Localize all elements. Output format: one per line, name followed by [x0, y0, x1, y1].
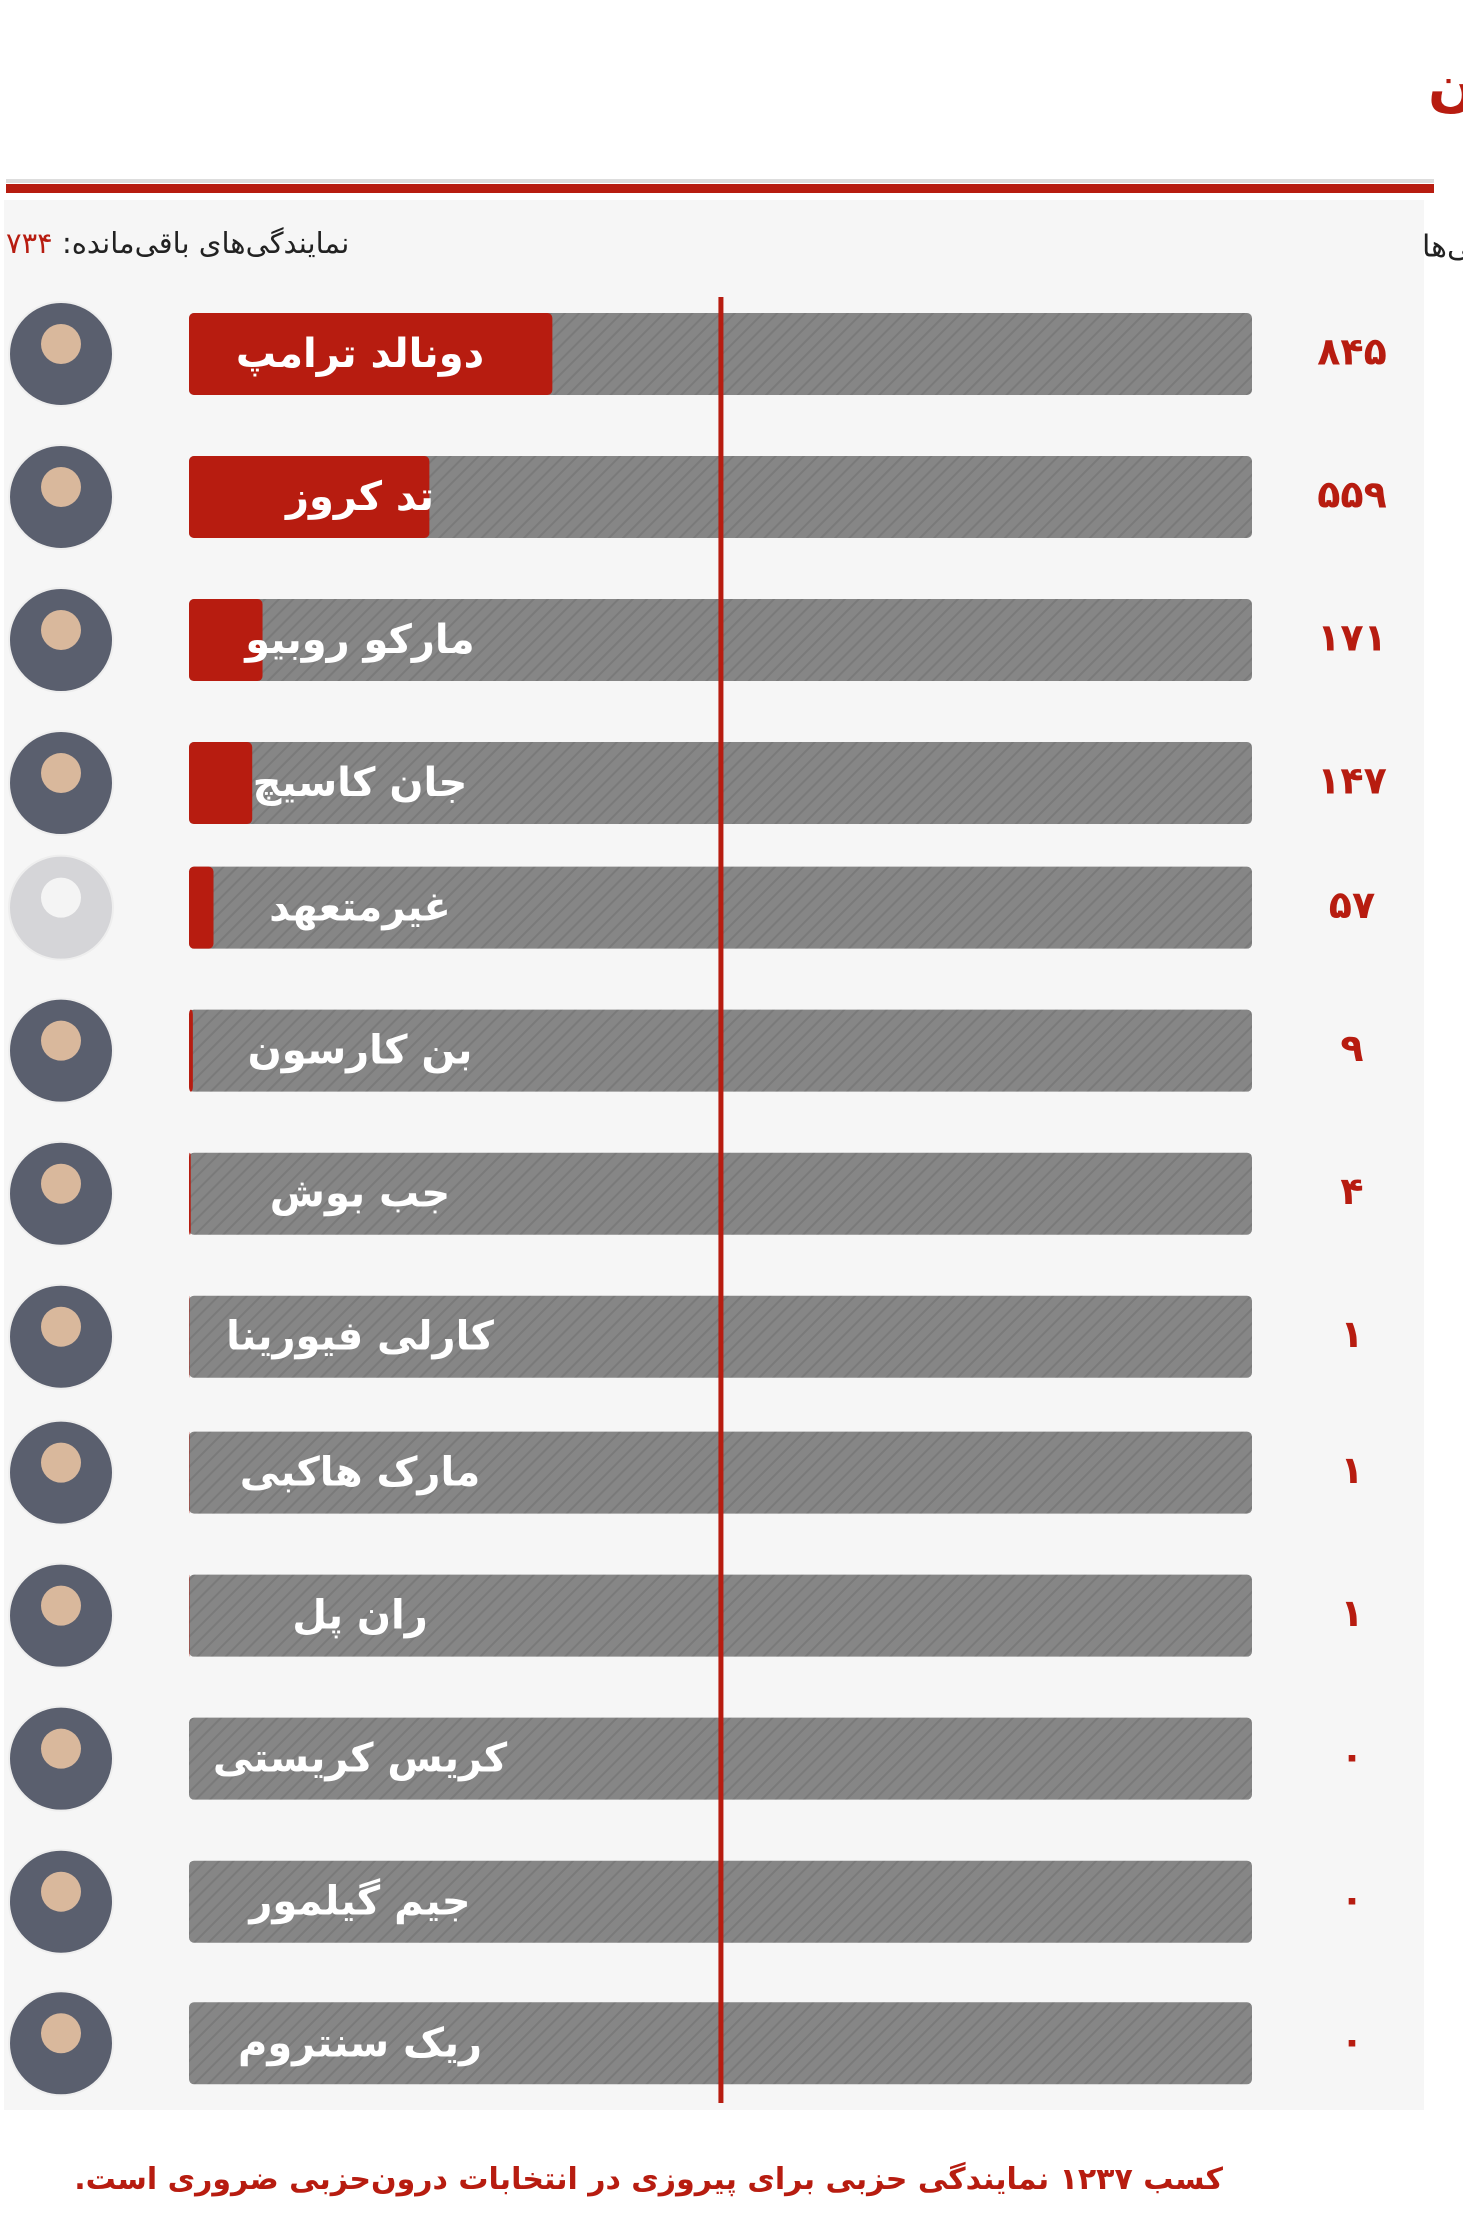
avatar-head — [41, 1871, 81, 1912]
candidate-name: مارک هاکبی — [240, 1450, 481, 1496]
value-label: ۰ — [1340, 2019, 1363, 2063]
chart-title: جمهوری‌خواهان — [1428, 54, 1463, 119]
header-rule — [6, 184, 1434, 193]
avatar-head — [41, 610, 81, 651]
candidate-name: دونالد ترامپ — [236, 331, 484, 377]
value-label: ۹ — [1340, 1026, 1363, 1070]
candidate-name: کارلی فیورینا — [226, 1314, 494, 1360]
bar — [189, 313, 553, 395]
bar — [189, 866, 214, 949]
value-label: ۱۷۱ — [1317, 616, 1387, 660]
candidate-name: ریک سنتروم — [238, 2020, 482, 2066]
candidate-name: غیرمتعهد — [269, 885, 451, 931]
value-label: ۱۴۷ — [1317, 759, 1387, 803]
avatar-head — [41, 877, 81, 918]
value-header: نمایندگی‌ها — [1422, 230, 1463, 265]
candidate-name: مارکو روبیو — [243, 617, 474, 663]
footnote-majority: ۱۲۳۷ — [1059, 2162, 1133, 2197]
bar — [189, 599, 263, 682]
footnote-before: کسب — [1143, 2162, 1223, 2197]
avatar-head — [41, 1306, 81, 1347]
footnote: کسب ۱۲۳۷ نمایندگی حزبی برای پیروزی در ان… — [74, 2162, 1223, 2197]
value-label: ۱ — [1340, 1448, 1363, 1492]
avatar-head — [41, 324, 81, 364]
avatar-head — [41, 2013, 81, 2054]
value-label: ۴ — [1340, 1169, 1363, 1213]
remaining-value: ۷۳۴ — [6, 226, 53, 260]
candidate-name: تد کروز — [284, 474, 434, 520]
header-rule-shadow — [6, 179, 1434, 183]
avatar-head — [41, 1020, 81, 1061]
bar — [189, 742, 253, 825]
candidate-name: جان کاسیچ — [253, 760, 468, 806]
value-label: ۵۵۹ — [1317, 473, 1387, 517]
remaining-label: نمایندگی‌های باقی‌مانده: — [61, 226, 350, 260]
candidate-name: بن کارسون — [248, 1028, 473, 1074]
value-label: ۵۷ — [1329, 883, 1375, 927]
avatar-head — [41, 1585, 81, 1626]
value-label: ۸۴۵ — [1317, 330, 1387, 374]
bar — [189, 1152, 191, 1235]
avatar-head — [41, 467, 81, 508]
candidate-name: ران پل — [292, 1593, 428, 1639]
candidate-name: جیم گیلمور — [247, 1878, 470, 1925]
avatar-head — [41, 1442, 81, 1483]
bar — [189, 456, 430, 539]
value-label: ۰ — [1340, 1734, 1363, 1778]
remaining: نمایندگی‌های باقی‌مانده: ۷۳۴ — [6, 226, 349, 260]
bar — [189, 1009, 193, 1092]
avatar-head — [41, 1728, 81, 1769]
footnote-after: نمایندگی حزبی برای پیروزی در انتخابات در… — [74, 2162, 1050, 2197]
avatar-head — [41, 753, 81, 794]
candidate-name: جب بوش — [270, 1171, 450, 1217]
value-label: ۰ — [1340, 1877, 1363, 1921]
value-label: ۱ — [1340, 1591, 1363, 1635]
value-label: ۱ — [1340, 1312, 1363, 1356]
avatar-head — [41, 1163, 81, 1204]
candidate-name: کریس کریستی — [213, 1736, 508, 1782]
